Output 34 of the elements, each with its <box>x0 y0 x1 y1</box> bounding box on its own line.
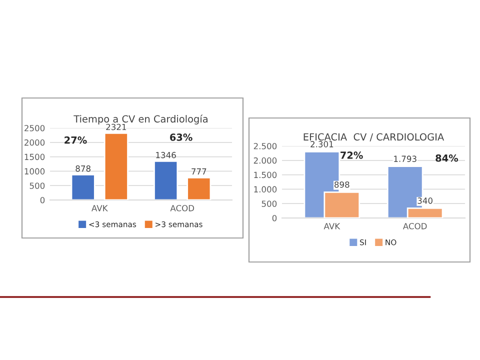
y-tick-label: 1.000 <box>254 186 277 192</box>
bar <box>104 132 128 200</box>
bar <box>70 174 96 200</box>
annotation: 27% <box>64 136 87 144</box>
y-tick-label: 0 <box>272 214 277 222</box>
y-tick-label: 2.000 <box>254 157 277 164</box>
data-label: 777 <box>192 168 206 174</box>
chart-title: EFICACIA CV / CARDIOLOGIA <box>304 133 444 142</box>
y-tick-label: 1500 <box>24 154 45 160</box>
x-tick-label: AVK <box>324 223 340 230</box>
y-tick-label: 500 <box>262 200 277 207</box>
bar <box>154 160 178 200</box>
data-label: 1346 <box>156 152 176 158</box>
bar <box>186 176 212 200</box>
data-label: 878 <box>76 165 90 172</box>
y-tick-label: 1.500 <box>254 172 277 178</box>
annotation: 63% <box>170 134 192 141</box>
data-label: 898 <box>334 181 350 188</box>
x-tick-label: AVK <box>92 205 108 212</box>
y-tick-label: 2500 <box>24 124 45 132</box>
data-label: 2321 <box>106 124 126 130</box>
y-tick-label: 2000 <box>24 139 45 146</box>
x-tick-label: ACOD <box>170 205 194 212</box>
y-tick-label: 500 <box>30 182 45 189</box>
y-tick-label: 0 <box>40 196 45 204</box>
data-label: 1.793 <box>394 156 416 162</box>
annotation: 84% <box>436 154 458 162</box>
x-tick-label: ACOD <box>402 223 427 230</box>
y-tick-label: 1000 <box>24 168 45 174</box>
annotation: 72% <box>340 152 363 159</box>
chart-title: Tiempo a CV en Cardiología <box>74 114 208 124</box>
data-label: 2.301 <box>310 141 334 148</box>
y-tick-label: 2.500 <box>254 142 277 150</box>
data-label: 340 <box>418 198 432 204</box>
